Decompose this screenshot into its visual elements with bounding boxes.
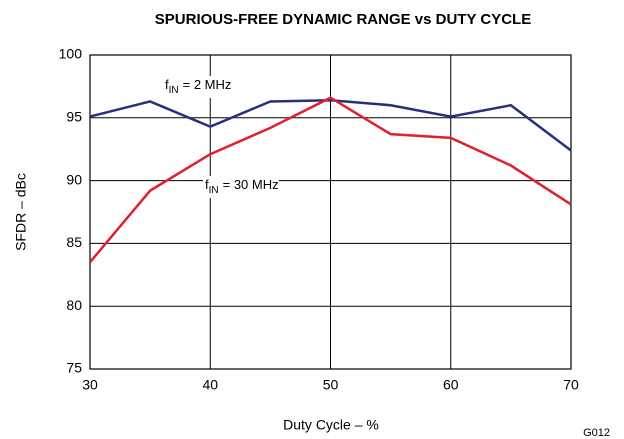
x-tick-label: 70: [563, 377, 579, 393]
y-axis-label: SFDR – dBc: [13, 173, 29, 251]
label-background: [203, 176, 279, 198]
series-label: fIN = 2 MHz: [165, 77, 231, 95]
series-label: fIN = 30 MHz: [205, 177, 279, 195]
series-line: [89, 96, 572, 264]
x-tick-label: 30: [82, 377, 98, 393]
y-tick-label: 100: [59, 46, 83, 62]
label-sub: IN: [169, 85, 179, 96]
label-text: = 2 MHz: [183, 77, 232, 92]
y-tick-label: 90: [66, 171, 82, 187]
x-axis-label: Duty Cycle – %: [283, 417, 379, 433]
y-tick-label: 75: [66, 360, 82, 376]
series-line: [89, 98, 572, 152]
x-tick-label: 50: [323, 377, 339, 393]
label-text: = 30 MHz: [223, 177, 279, 192]
label-base: f: [205, 177, 209, 192]
figure-id: G012: [583, 427, 610, 439]
y-tick-label: 85: [66, 234, 82, 250]
x-tick-label: 60: [443, 377, 459, 393]
label-sub: IN: [209, 185, 219, 196]
y-tick-label: 95: [66, 109, 82, 125]
x-tick-label: 40: [202, 377, 218, 393]
chart-title: SPURIOUS-FREE DYNAMIC RANGE vs DUTY CYCL…: [155, 11, 531, 28]
label-background: [163, 76, 232, 98]
plot-frame: [89, 54, 572, 370]
label-base: f: [165, 77, 169, 92]
y-tick-label: 80: [66, 297, 82, 313]
